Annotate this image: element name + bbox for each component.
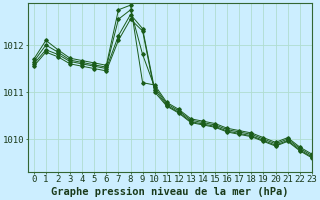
X-axis label: Graphe pression niveau de la mer (hPa): Graphe pression niveau de la mer (hPa) (51, 187, 289, 197)
